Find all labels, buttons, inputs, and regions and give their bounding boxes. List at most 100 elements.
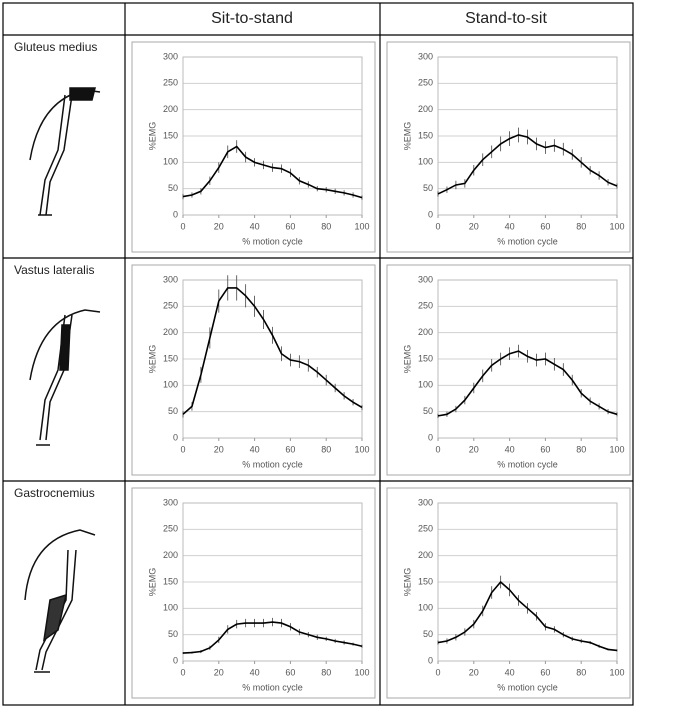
x-tick-label: 100 — [354, 444, 369, 454]
chart-frame — [386, 41, 631, 253]
y-tick-label: 300 — [418, 497, 433, 507]
x-tick-label: 60 — [285, 444, 295, 454]
chart-frame — [386, 264, 631, 476]
x-tick-label: 60 — [540, 667, 550, 677]
x-axis-label: % motion cycle — [242, 236, 303, 246]
y-axis-label: %EMG — [402, 122, 412, 151]
y-tick-label: 50 — [168, 406, 178, 416]
row-label: Gastrocnemius — [14, 486, 95, 500]
column-header: Stand-to-sit — [465, 10, 547, 27]
y-tick-label: 250 — [418, 524, 433, 534]
y-axis-label: %EMG — [147, 568, 157, 597]
line — [437, 134, 618, 195]
x-tick-label: 0 — [435, 221, 440, 231]
plot-border — [437, 279, 618, 439]
y-tick-label: 300 — [418, 51, 433, 61]
x-tick-label: 20 — [469, 667, 479, 677]
line — [182, 287, 363, 415]
y-tick-label: 200 — [418, 550, 433, 560]
x-tick-label: 0 — [180, 221, 185, 231]
x-axis-label: % motion cycle — [242, 682, 303, 692]
y-tick-label: 100 — [418, 380, 433, 390]
y-tick-label: 100 — [163, 157, 178, 167]
x-axis-label: % motion cycle — [497, 459, 558, 469]
y-axis-label: %EMG — [402, 345, 412, 374]
x-tick-label: 0 — [435, 667, 440, 677]
row-label: Gluteus medius — [14, 40, 97, 54]
x-tick-label: 80 — [576, 221, 586, 231]
y-tick-label: 250 — [163, 78, 178, 88]
y-tick-label: 300 — [163, 51, 178, 61]
x-axis-label: % motion cycle — [242, 459, 303, 469]
plot-border — [437, 502, 618, 662]
x-tick-label: 100 — [609, 667, 624, 677]
line — [437, 580, 618, 652]
x-tick-label: 60 — [540, 444, 550, 454]
x-tick-label: 80 — [321, 444, 331, 454]
y-axis-label: %EMG — [402, 568, 412, 597]
x-tick-label: 100 — [354, 221, 369, 231]
y-tick-label: 50 — [168, 629, 178, 639]
y-tick-label: 50 — [423, 406, 433, 416]
plot-border — [437, 56, 618, 216]
y-tick-label: 200 — [418, 104, 433, 114]
x-tick-label: 80 — [321, 667, 331, 677]
x-axis-label: % motion cycle — [497, 682, 558, 692]
y-tick-label: 0 — [173, 655, 178, 665]
x-tick-label: 0 — [435, 444, 440, 454]
y-tick-label: 0 — [428, 432, 433, 442]
y-tick-label: 200 — [163, 104, 178, 114]
x-axis-label: % motion cycle — [497, 236, 558, 246]
y-tick-label: 150 — [418, 353, 433, 363]
y-tick-label: 150 — [418, 576, 433, 586]
x-tick-label: 20 — [214, 444, 224, 454]
y-tick-label: 50 — [168, 183, 178, 193]
y-tick-label: 300 — [163, 274, 178, 284]
x-tick-label: 40 — [250, 444, 260, 454]
x-tick-label: 40 — [250, 221, 260, 231]
chart-frame — [131, 41, 376, 253]
column-header: Sit-to-stand — [211, 10, 293, 27]
x-tick-label: 60 — [285, 667, 295, 677]
x-tick-label: 40 — [505, 444, 515, 454]
y-tick-label: 100 — [163, 603, 178, 613]
x-tick-label: 20 — [469, 221, 479, 231]
y-tick-label: 250 — [163, 301, 178, 311]
row-label: Vastus lateralis — [14, 263, 94, 277]
y-tick-label: 0 — [173, 209, 178, 219]
y-tick-label: 0 — [428, 209, 433, 219]
y-tick-label: 150 — [418, 130, 433, 140]
x-tick-label: 80 — [321, 221, 331, 231]
x-tick-label: 0 — [180, 444, 185, 454]
y-tick-label: 150 — [163, 130, 178, 140]
plot-border — [182, 279, 363, 439]
y-tick-label: 300 — [418, 274, 433, 284]
y-tick-label: 250 — [163, 524, 178, 534]
y-tick-label: 50 — [423, 183, 433, 193]
y-tick-label: 100 — [163, 380, 178, 390]
x-tick-label: 0 — [180, 667, 185, 677]
y-tick-label: 100 — [418, 603, 433, 613]
y-tick-label: 250 — [418, 78, 433, 88]
x-tick-label: 80 — [576, 444, 586, 454]
x-tick-label: 80 — [576, 667, 586, 677]
x-tick-label: 60 — [285, 221, 295, 231]
y-tick-label: 200 — [163, 327, 178, 337]
y-axis-label: %EMG — [147, 345, 157, 374]
x-tick-label: 20 — [214, 221, 224, 231]
line — [182, 145, 363, 199]
x-tick-label: 100 — [609, 444, 624, 454]
y-tick-label: 150 — [163, 576, 178, 586]
x-tick-label: 100 — [354, 667, 369, 677]
y-tick-label: 100 — [418, 157, 433, 167]
line — [182, 621, 363, 654]
x-tick-label: 40 — [250, 667, 260, 677]
chart-frame — [131, 487, 376, 699]
plot-border — [182, 56, 363, 216]
y-tick-label: 0 — [173, 432, 178, 442]
leg-illustration — [24, 87, 101, 673]
y-axis-label: %EMG — [147, 122, 157, 151]
y-tick-label: 200 — [418, 327, 433, 337]
y-tick-label: 200 — [163, 550, 178, 560]
